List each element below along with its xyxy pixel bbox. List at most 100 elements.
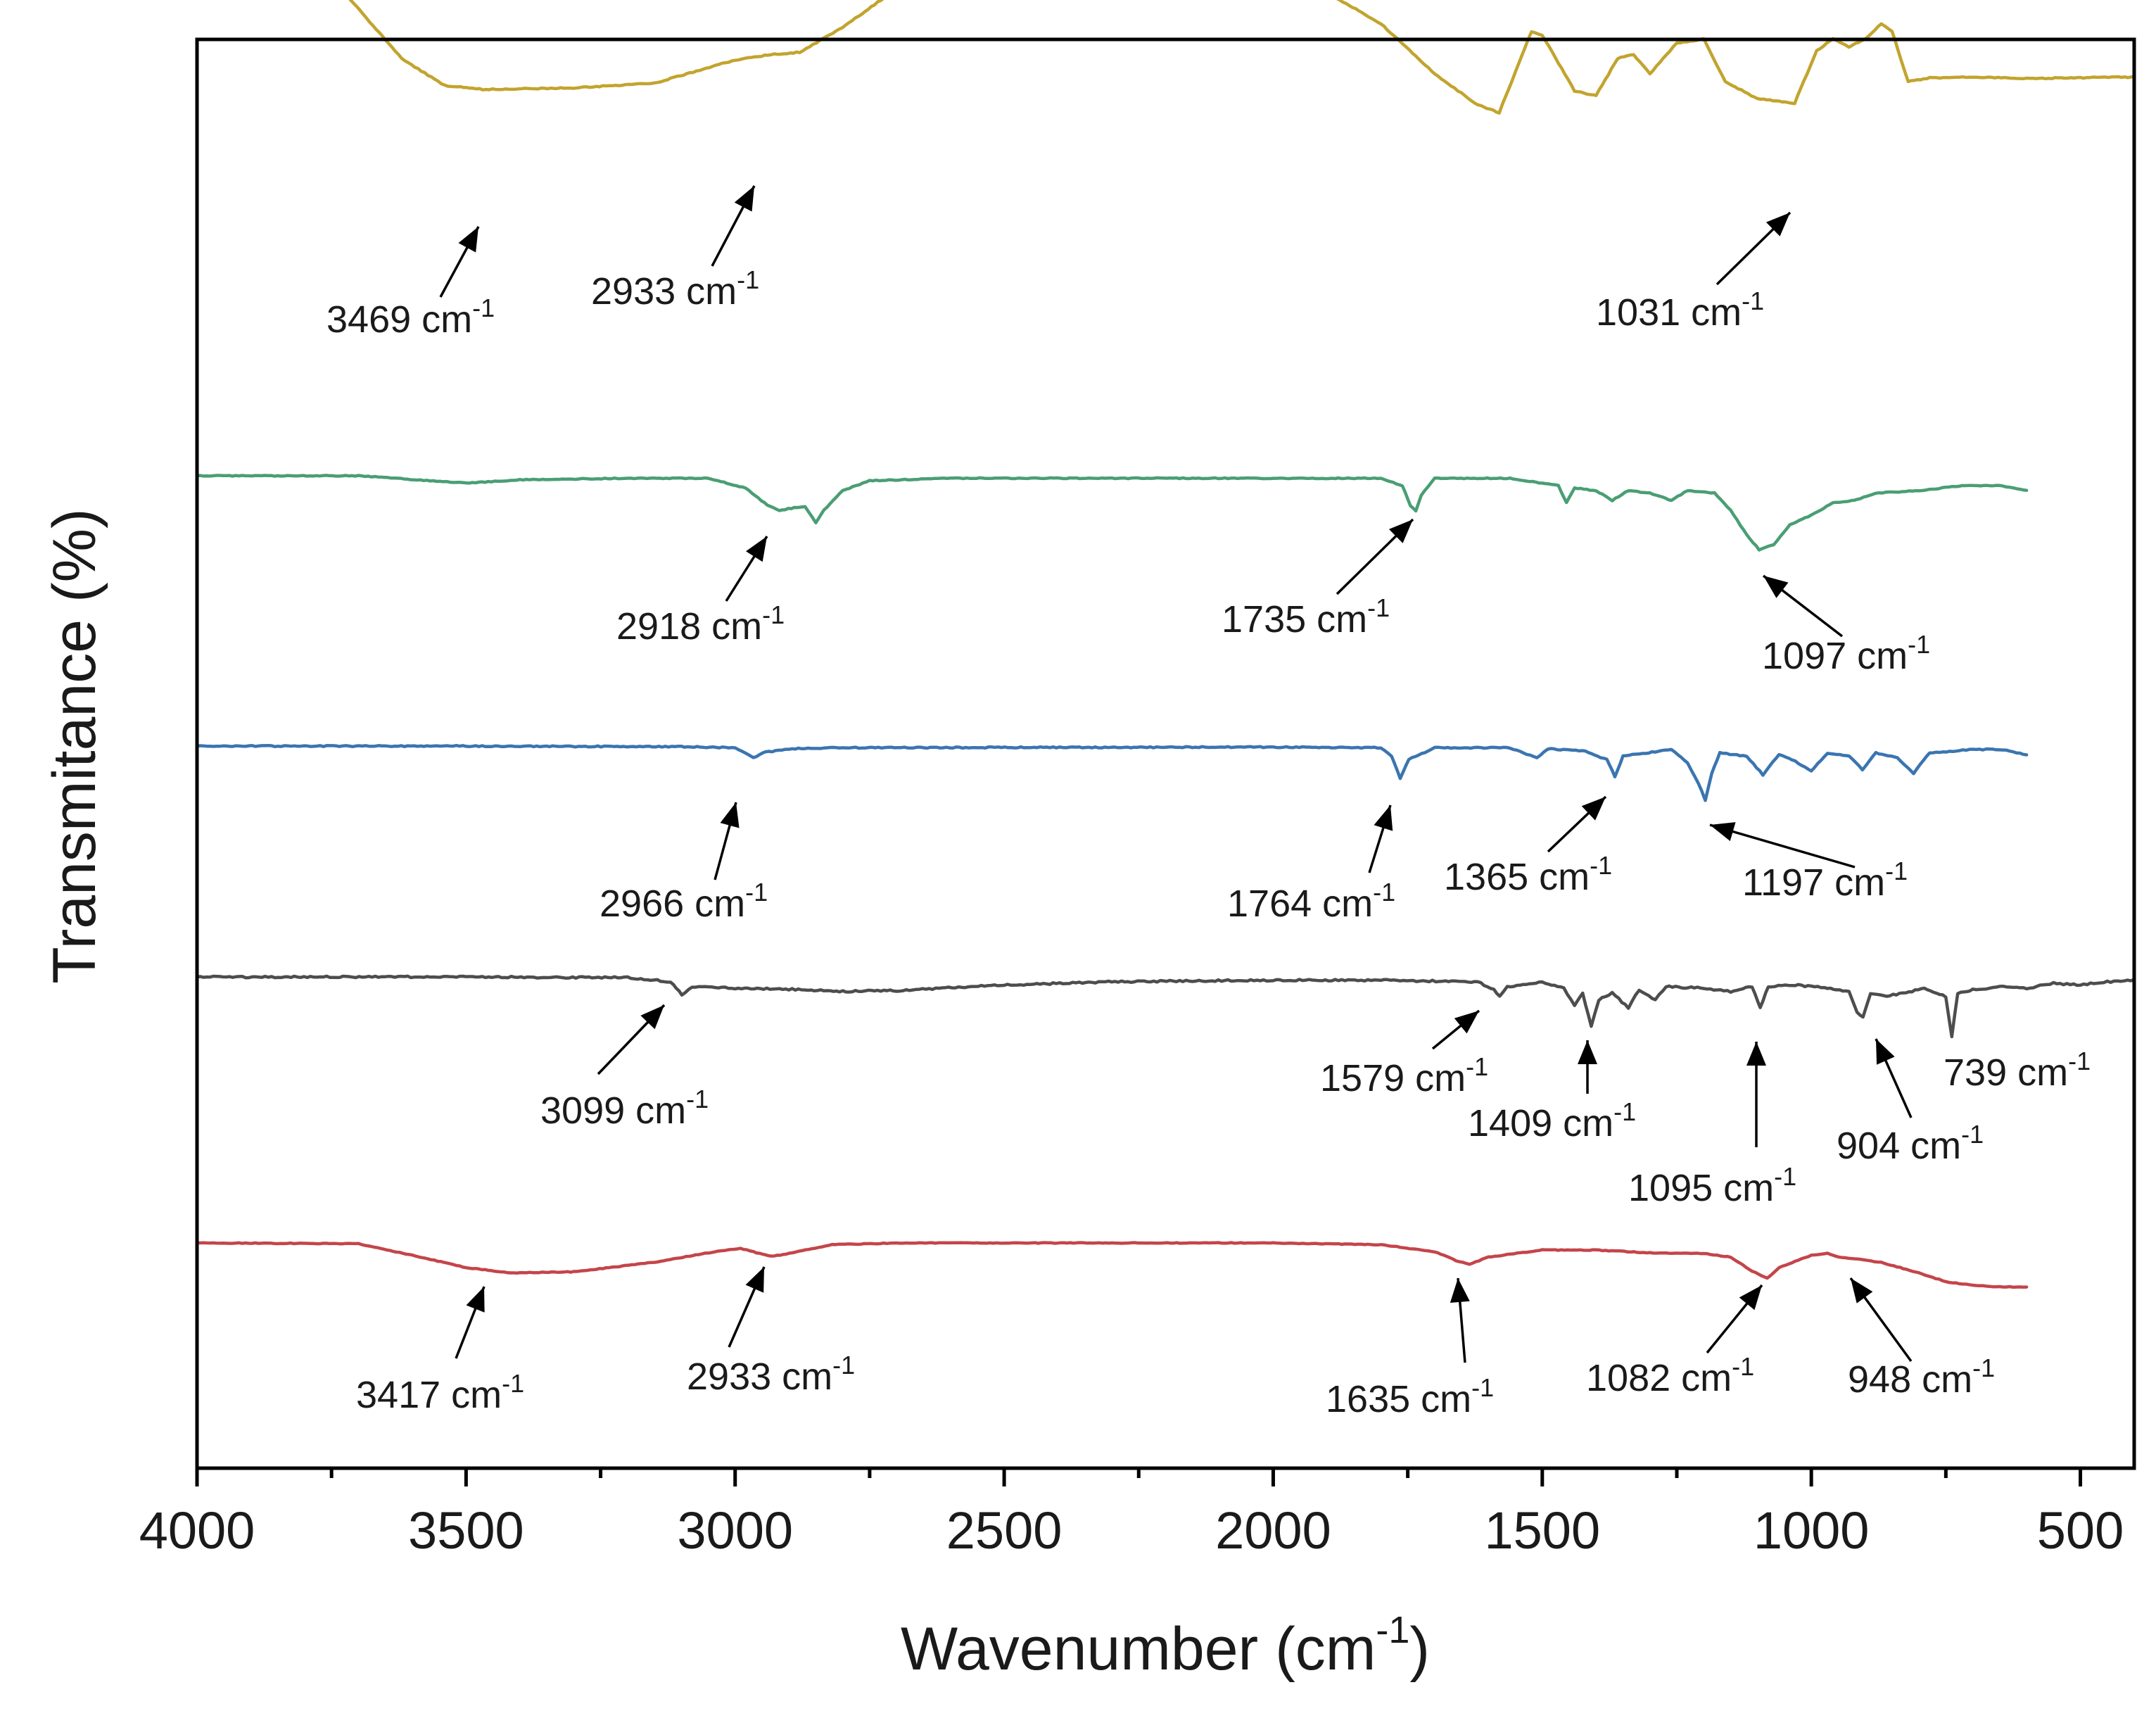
peak-label-sup: -1 [1466, 1052, 1488, 1081]
x-tick-label: 2500 [946, 1501, 1063, 1560]
peak-arrow-head [1739, 1285, 1762, 1311]
peak-label-sup: -1 [1908, 630, 1930, 659]
peak-arrow-head [1851, 1278, 1873, 1303]
x-axis-title-main: Wavenumber (cm [901, 1615, 1376, 1683]
peak-label-value: 2966 cm [600, 883, 745, 925]
x-tick-label: 4000 [139, 1501, 255, 1560]
peak-arrow-head [1765, 213, 1790, 236]
peak-label: 2933 cm-1 [687, 1351, 855, 1398]
x-tick-label: 3500 [408, 1501, 524, 1560]
x-tick-label: 2000 [1215, 1501, 1331, 1560]
peak-label: 1197 cm-1 [1742, 857, 1908, 904]
peak-annotation: 2933 cm-1 [591, 185, 759, 312]
spectrum-line-4 [195, 974, 2136, 1039]
spectrum-line-1 [348, 0, 2136, 115]
peak-label-sup: -1 [737, 265, 759, 294]
peak-annotation: 3417 cm-1 [356, 1286, 524, 1416]
peak-label-value: 2933 cm [591, 270, 737, 312]
peak-label-value: 739 cm [1943, 1052, 2068, 1094]
peak-label: 1579 cm-1 [1320, 1052, 1488, 1099]
peak-label: 3099 cm-1 [540, 1085, 709, 1132]
peak-arrow-head [1710, 822, 1736, 841]
peak-arrow-head [1581, 797, 1606, 821]
peak-label: 1735 cm-1 [1222, 593, 1390, 640]
x-tick-label: 1500 [1484, 1501, 1600, 1560]
peak-label: 739 cm-1 [1943, 1047, 2091, 1094]
peak-label-value: 3469 cm [326, 298, 472, 341]
peak-annotation: 3099 cm-1 [540, 1004, 709, 1132]
peak-label-sup: -1 [502, 1369, 524, 1398]
peak-label-value: 1635 cm [1326, 1378, 1471, 1420]
peak-annotation: 1764 cm-1 [1227, 804, 1395, 925]
x-tick-label: 1000 [1754, 1501, 1870, 1560]
spectra-group [195, 0, 2136, 1289]
peak-label-sup: -1 [1774, 1162, 1796, 1191]
x-tick-label: 3000 [677, 1501, 793, 1560]
peak-label-sup: -1 [1590, 851, 1612, 880]
peak-arrow-head [466, 1287, 485, 1313]
peak-label-value: 1409 cm [1468, 1102, 1613, 1144]
peak-label: 2918 cm-1 [616, 600, 785, 648]
peak-annotation: 1579 cm-1 [1320, 1009, 1488, 1099]
x-axis-title-sup: -1 [1376, 1609, 1409, 1651]
peak-annotation: 2918 cm-1 [616, 536, 785, 648]
spectrum-line-5 [195, 1241, 2029, 1289]
peak-arrow-head [1454, 1011, 1479, 1034]
peak-annotation: 1097 cm-1 [1762, 574, 1930, 677]
peak-label-sup: -1 [762, 600, 785, 629]
peak-annotation: 1365 cm-1 [1444, 795, 1612, 898]
peak-arrow-head [640, 1005, 664, 1030]
peak-annotation: 739 cm-1 [1943, 1047, 2091, 1094]
peak-label: 1635 cm-1 [1326, 1373, 1494, 1420]
peak-label-sup: -1 [472, 293, 495, 322]
peak-arrow-head [1578, 1040, 1597, 1064]
peak-label: 948 cm-1 [1848, 1353, 1995, 1401]
peak-label-value: 948 cm [1848, 1358, 1972, 1401]
y-axis-title: Transmitance (%) [41, 508, 108, 983]
peak-label-value: 904 cm [1837, 1125, 1961, 1167]
peak-label-value: 1764 cm [1227, 883, 1373, 925]
peak-annotation: 2933 cm-1 [687, 1266, 855, 1398]
peak-arrow-head [1876, 1039, 1895, 1065]
peak-annotation: 1735 cm-1 [1222, 518, 1414, 640]
peak-annotation: 1197 cm-1 [1709, 822, 1908, 904]
peak-annotation: 948 cm-1 [1848, 1277, 1995, 1401]
plot-frame [195, 37, 2136, 1470]
peak-label-value: 2918 cm [616, 605, 762, 648]
peak-arrow-head [1374, 805, 1393, 831]
peak-label-value: 3099 cm [540, 1090, 686, 1132]
peak-label-value: 1095 cm [1628, 1167, 1774, 1209]
peak-arrow-line [1709, 823, 1856, 869]
peak-label-value: 1197 cm [1742, 861, 1885, 904]
peak-label-sup: -1 [1732, 1352, 1754, 1381]
peak-label-value: 2933 cm [687, 1356, 832, 1398]
peak-arrow-head [746, 536, 767, 562]
peak-label: 3417 cm-1 [356, 1369, 524, 1416]
peak-label-value: 1031 cm [1596, 291, 1742, 334]
peak-label: 904 cm-1 [1837, 1120, 1984, 1167]
spectrum-line-3 [195, 743, 2029, 802]
peak-annotation: 1409 cm-1 [1468, 1040, 1636, 1144]
peak-label: 1409 cm-1 [1468, 1097, 1636, 1144]
peak-label-sup: -1 [1613, 1097, 1636, 1126]
peak-arrow-head [734, 186, 754, 212]
peak-arrow-head [745, 1267, 764, 1293]
peak-label-value: 1735 cm [1222, 598, 1367, 640]
peak-label-sup: -1 [1367, 593, 1390, 622]
peak-label-sup: -1 [1972, 1353, 1995, 1382]
peak-label-sup: -1 [832, 1351, 855, 1379]
peak-label-sup: -1 [1961, 1120, 1984, 1149]
peak-label: 1097 cm-1 [1762, 630, 1930, 677]
peak-label: 1031 cm-1 [1596, 286, 1764, 334]
peak-arrow-head [458, 227, 478, 253]
peak-label-value: 1082 cm [1586, 1357, 1732, 1399]
peak-label-value: 1579 cm [1320, 1057, 1466, 1099]
peak-annotation: 2966 cm-1 [600, 802, 768, 925]
peak-arrow-head [720, 802, 740, 828]
peak-arrow-head [1746, 1042, 1766, 1066]
peak-label: 1764 cm-1 [1227, 878, 1395, 925]
peak-label-sup: -1 [1742, 286, 1764, 315]
peak-annotation: 1031 cm-1 [1596, 211, 1792, 334]
peak-label-sup: -1 [745, 878, 768, 907]
